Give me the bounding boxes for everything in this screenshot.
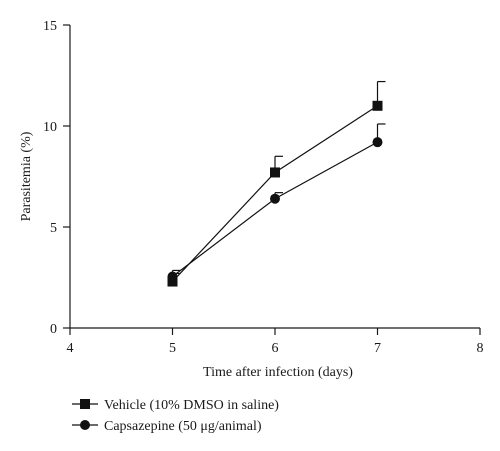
x-tick-label: 4 <box>67 341 74 356</box>
y-tick-label: 15 <box>43 19 57 34</box>
legend-marker-circle <box>80 420 90 430</box>
x-tick-label: 5 <box>169 341 176 356</box>
axes: 4 5 6 7 8 0 5 10 15 Time after infection (days)… <box>19 19 484 380</box>
x-tick-label: 6 <box>272 341 279 356</box>
x-tick-label: 8 <box>477 341 484 356</box>
data-point-square <box>167 276 178 287</box>
legend-label-capsazepine: Capsazepine (50 μg/animal) <box>104 419 262 434</box>
data-point-circle <box>167 271 178 282</box>
data-point-square <box>372 100 383 111</box>
series-1 <box>167 123 386 282</box>
legend: Vehicle (10% DMSO in saline) Capsazepine… <box>72 398 279 434</box>
x-axis-title: Time after infection (days) <box>203 365 353 380</box>
legend-item-capsazepine <box>72 420 98 430</box>
y-tick-label: 5 <box>50 221 57 236</box>
plot-area <box>167 80 386 287</box>
x-ticks: 4 5 6 7 8 <box>67 328 484 356</box>
data-point-square <box>270 167 280 178</box>
x-tick-label: 7 <box>374 341 381 356</box>
data-point-circle <box>270 193 280 204</box>
data-point-circle <box>372 137 383 148</box>
y-tick-label: 0 <box>50 322 57 337</box>
legend-item-vehicle <box>72 399 98 409</box>
legend-label-vehicle: Vehicle (10% DMSO in saline) <box>104 398 279 413</box>
y-ticks: 0 5 10 15 <box>43 19 70 337</box>
y-axis-title: Parasitemia (%) <box>19 131 34 221</box>
legend-marker-square <box>80 399 90 409</box>
y-tick-label: 10 <box>43 120 57 135</box>
